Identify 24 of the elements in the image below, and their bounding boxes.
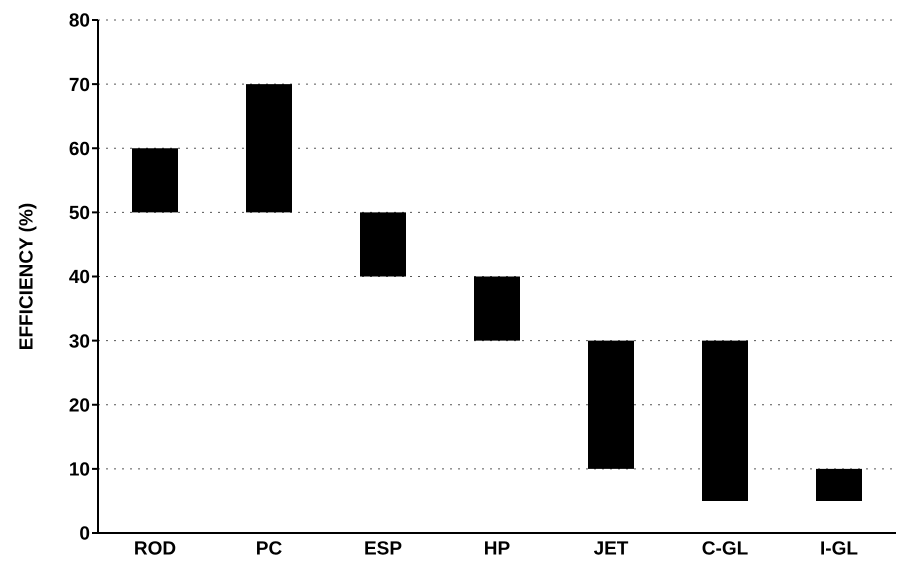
- y-tick-label: 60: [68, 138, 90, 160]
- bar: [816, 468, 862, 501]
- bar: [474, 276, 520, 341]
- x-tick-label: I-GL: [820, 538, 858, 560]
- x-tick-label: ROD: [134, 538, 176, 560]
- y-tick-label: 30: [68, 331, 90, 352]
- y-tick-label: 80: [68, 10, 90, 32]
- y-tick-label: 50: [68, 203, 90, 224]
- bar: [588, 340, 634, 469]
- y-axis-title: EFFICIENCY (%): [16, 202, 38, 350]
- x-tick-label: JET: [594, 538, 629, 560]
- x-tick-label: HP: [484, 538, 511, 560]
- bar: [246, 84, 292, 212]
- x-tick-label: C-GL: [702, 538, 749, 560]
- y-tick-label: 20: [68, 395, 90, 416]
- y-tick-label: 10: [68, 460, 90, 481]
- bar: [132, 148, 178, 212]
- y-tick-label: 40: [68, 267, 90, 288]
- bar: [360, 212, 406, 276]
- y-tick-label: 0: [79, 524, 90, 545]
- bar: [702, 340, 748, 501]
- x-tick-label: ESP: [364, 538, 402, 560]
- x-tick-label: PC: [256, 538, 282, 560]
- y-tick-label: 70: [68, 74, 90, 96]
